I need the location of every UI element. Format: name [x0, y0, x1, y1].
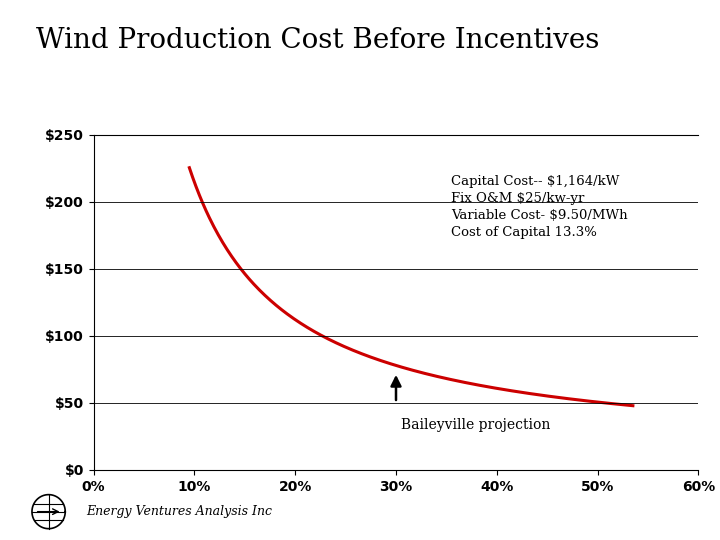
Text: Capital Cost-- $1,164/kW
Fix O&M $25/kw-yr
Variable Cost- $9.50/MWh
Cost of Capi: Capital Cost-- $1,164/kW Fix O&M $25/kw-… [451, 175, 628, 239]
Text: Baileyville projection: Baileyville projection [401, 418, 550, 433]
Text: Energy Ventures Analysis Inc: Energy Ventures Analysis Inc [86, 505, 272, 518]
Text: Wind Production Cost Before Incentives: Wind Production Cost Before Incentives [36, 27, 599, 54]
